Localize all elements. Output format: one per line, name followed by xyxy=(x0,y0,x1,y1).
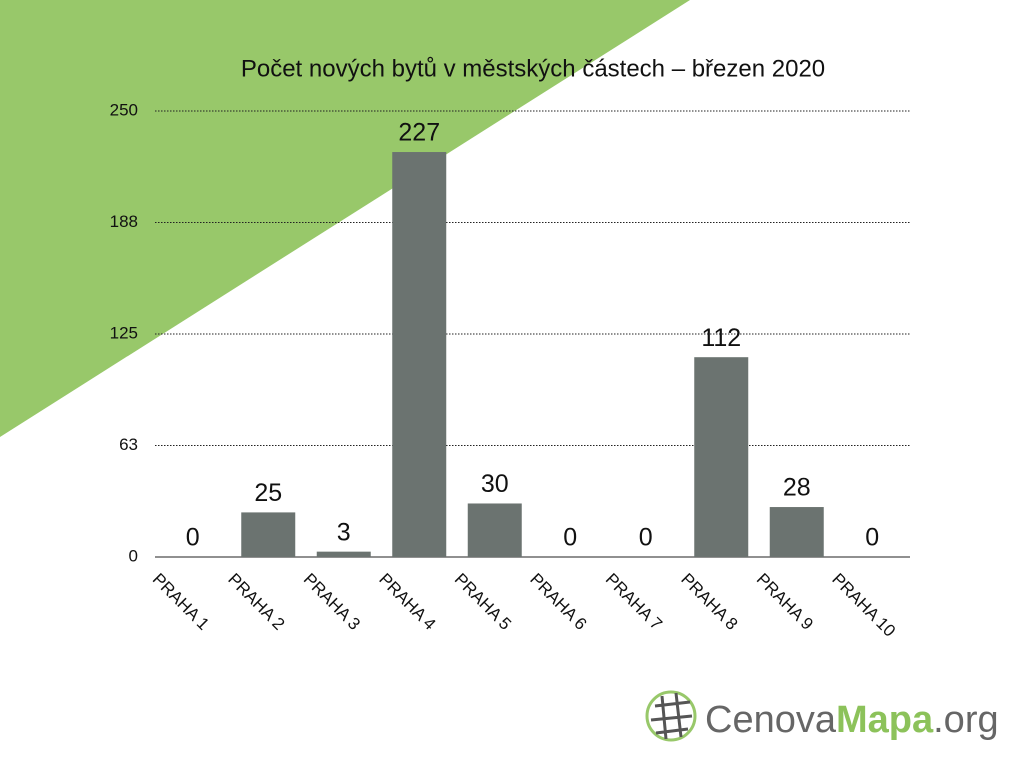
bar xyxy=(316,551,371,557)
logo-part: .org xyxy=(933,699,998,741)
value-label: 0 xyxy=(639,524,653,552)
value-label: 28 xyxy=(783,474,811,502)
x-tick-label: PRAHA 3 xyxy=(300,570,364,634)
x-tick-label: PRAHA 7 xyxy=(602,570,666,634)
bar xyxy=(241,512,296,557)
x-tick-label: PRAHA 8 xyxy=(677,570,741,634)
x-tick-label: PRAHA 1 xyxy=(149,570,213,634)
value-label: 0 xyxy=(865,524,879,552)
logo-part: Mapa xyxy=(836,699,934,741)
bar xyxy=(769,507,824,557)
logo: CenovaMapa.org xyxy=(645,690,999,742)
value-label: 0 xyxy=(563,524,577,552)
value-label: 112 xyxy=(701,324,741,352)
bar xyxy=(392,152,447,558)
x-tick-label: PRAHA 4 xyxy=(375,570,439,634)
x-tick-label: PRAHA 2 xyxy=(224,570,288,634)
y-tick-label: 0 xyxy=(129,546,138,565)
value-label: 3 xyxy=(337,518,351,546)
logo-grid xyxy=(650,692,693,740)
y-tick-label: 125 xyxy=(110,323,138,342)
value-label: 25 xyxy=(254,479,282,507)
y-tick-label: 63 xyxy=(119,435,138,454)
value-label: 0 xyxy=(186,524,200,552)
y-tick-label: 188 xyxy=(110,212,138,231)
bar xyxy=(467,503,522,557)
logo-text: CenovaMapa.org xyxy=(705,699,999,741)
background-triangle xyxy=(0,0,690,437)
logo-globe xyxy=(645,690,697,742)
value-label: 227 xyxy=(398,119,440,147)
y-tick-label: 250 xyxy=(110,100,138,119)
bar xyxy=(694,357,749,557)
x-tick-label: PRAHA 10 xyxy=(828,570,899,641)
chart-title: Počet nových bytů v městských částech – … xyxy=(241,55,825,82)
x-tick-label: PRAHA 6 xyxy=(526,570,590,634)
value-label: 30 xyxy=(481,470,509,498)
x-tick-label: PRAHA 9 xyxy=(753,570,817,634)
x-tick-label: PRAHA 5 xyxy=(451,570,515,634)
logo-part: Cenova xyxy=(705,699,837,741)
